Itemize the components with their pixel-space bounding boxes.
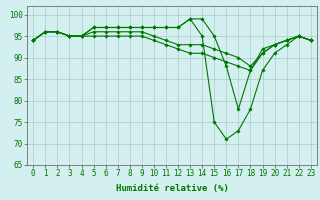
X-axis label: Humidité relative (%): Humidité relative (%): [116, 184, 228, 193]
